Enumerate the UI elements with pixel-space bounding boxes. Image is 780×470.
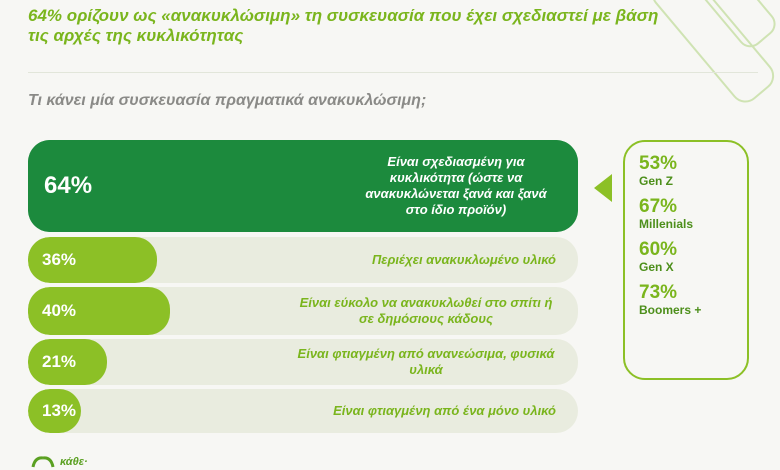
bar-category-label: Είναι εύκολο να ανακυκλωθεί στο σπίτι ή … [299, 295, 553, 326]
bar-value-label: 36% [42, 250, 77, 269]
bar-value-label: 13% [42, 401, 77, 420]
bar-fill [28, 389, 81, 433]
generation-name: Millenials [639, 217, 694, 231]
generation-pct: 60% [639, 239, 678, 260]
bar-row: 36% Περιέχει ανακυκλωμένο υλικό [28, 237, 578, 283]
bar-value-label: 40% [42, 301, 77, 320]
brand-logo: κάθε· [30, 455, 88, 469]
generation-item: 60% Gen X [639, 239, 747, 275]
generation-name: Boomers + [639, 303, 702, 317]
bar-value-label: 21% [42, 352, 77, 371]
bar-category-label: Είναι φτιαγμένη από ανανεώσιμα, φυσικά υ… [297, 346, 555, 377]
headline: 64% ορίζουν ως «ανακυκλώσιμη» τη συσκευα… [28, 6, 659, 45]
generation-item: 67% Millenials [639, 196, 747, 232]
pointer-arrow-icon [594, 174, 612, 202]
bar-category-label: Περιέχει ανακυκλωμένο υλικό [371, 252, 556, 267]
bar-fill [28, 287, 170, 335]
bar-value-label: 64% [44, 172, 93, 199]
bar-fill [28, 140, 578, 232]
divider [28, 72, 758, 73]
logo-text: κάθε· [60, 456, 88, 468]
generation-name: Gen Z [639, 174, 674, 188]
bar-row: 21% Είναι φτιαγμένη από ανανεώσιμα, φυσικ… [28, 339, 578, 385]
generation-name: Gen X [639, 260, 674, 274]
bar-row: 64% Είναι σχεδιασμένη για κυκλικότητα (ώσ… [28, 140, 578, 232]
bar-category-label: Είναι σχεδιασμένη για κυκλικότητα (ώστε … [365, 154, 547, 217]
generation-item: 73% Boomers + [639, 282, 747, 318]
generation-pct: 73% [639, 282, 678, 303]
bar-fill [28, 237, 157, 283]
generation-pct: 53% [639, 153, 678, 174]
generation-pct: 67% [639, 196, 678, 217]
recycle-arrows-icon [31, 456, 55, 468]
bar-row: 40% Είναι εύκολο να ανακυκλωθεί στο σπίτι… [28, 287, 578, 335]
generation-breakdown-panel: 53% Gen Z 67% Millenials 60% Gen X 73% B… [623, 140, 749, 380]
question: Τι κάνει μία συσκευασία πραγματικά ανακυ… [28, 92, 427, 109]
bar-category-label: Είναι φτιαγμένη από ένα μόνο υλικό [333, 403, 556, 418]
bar-fill [28, 339, 107, 385]
generation-item: 53% Gen Z [639, 153, 747, 189]
bar-row: 13% Είναι φτιαγμένη από ένα μόνο υλικό [28, 389, 578, 433]
